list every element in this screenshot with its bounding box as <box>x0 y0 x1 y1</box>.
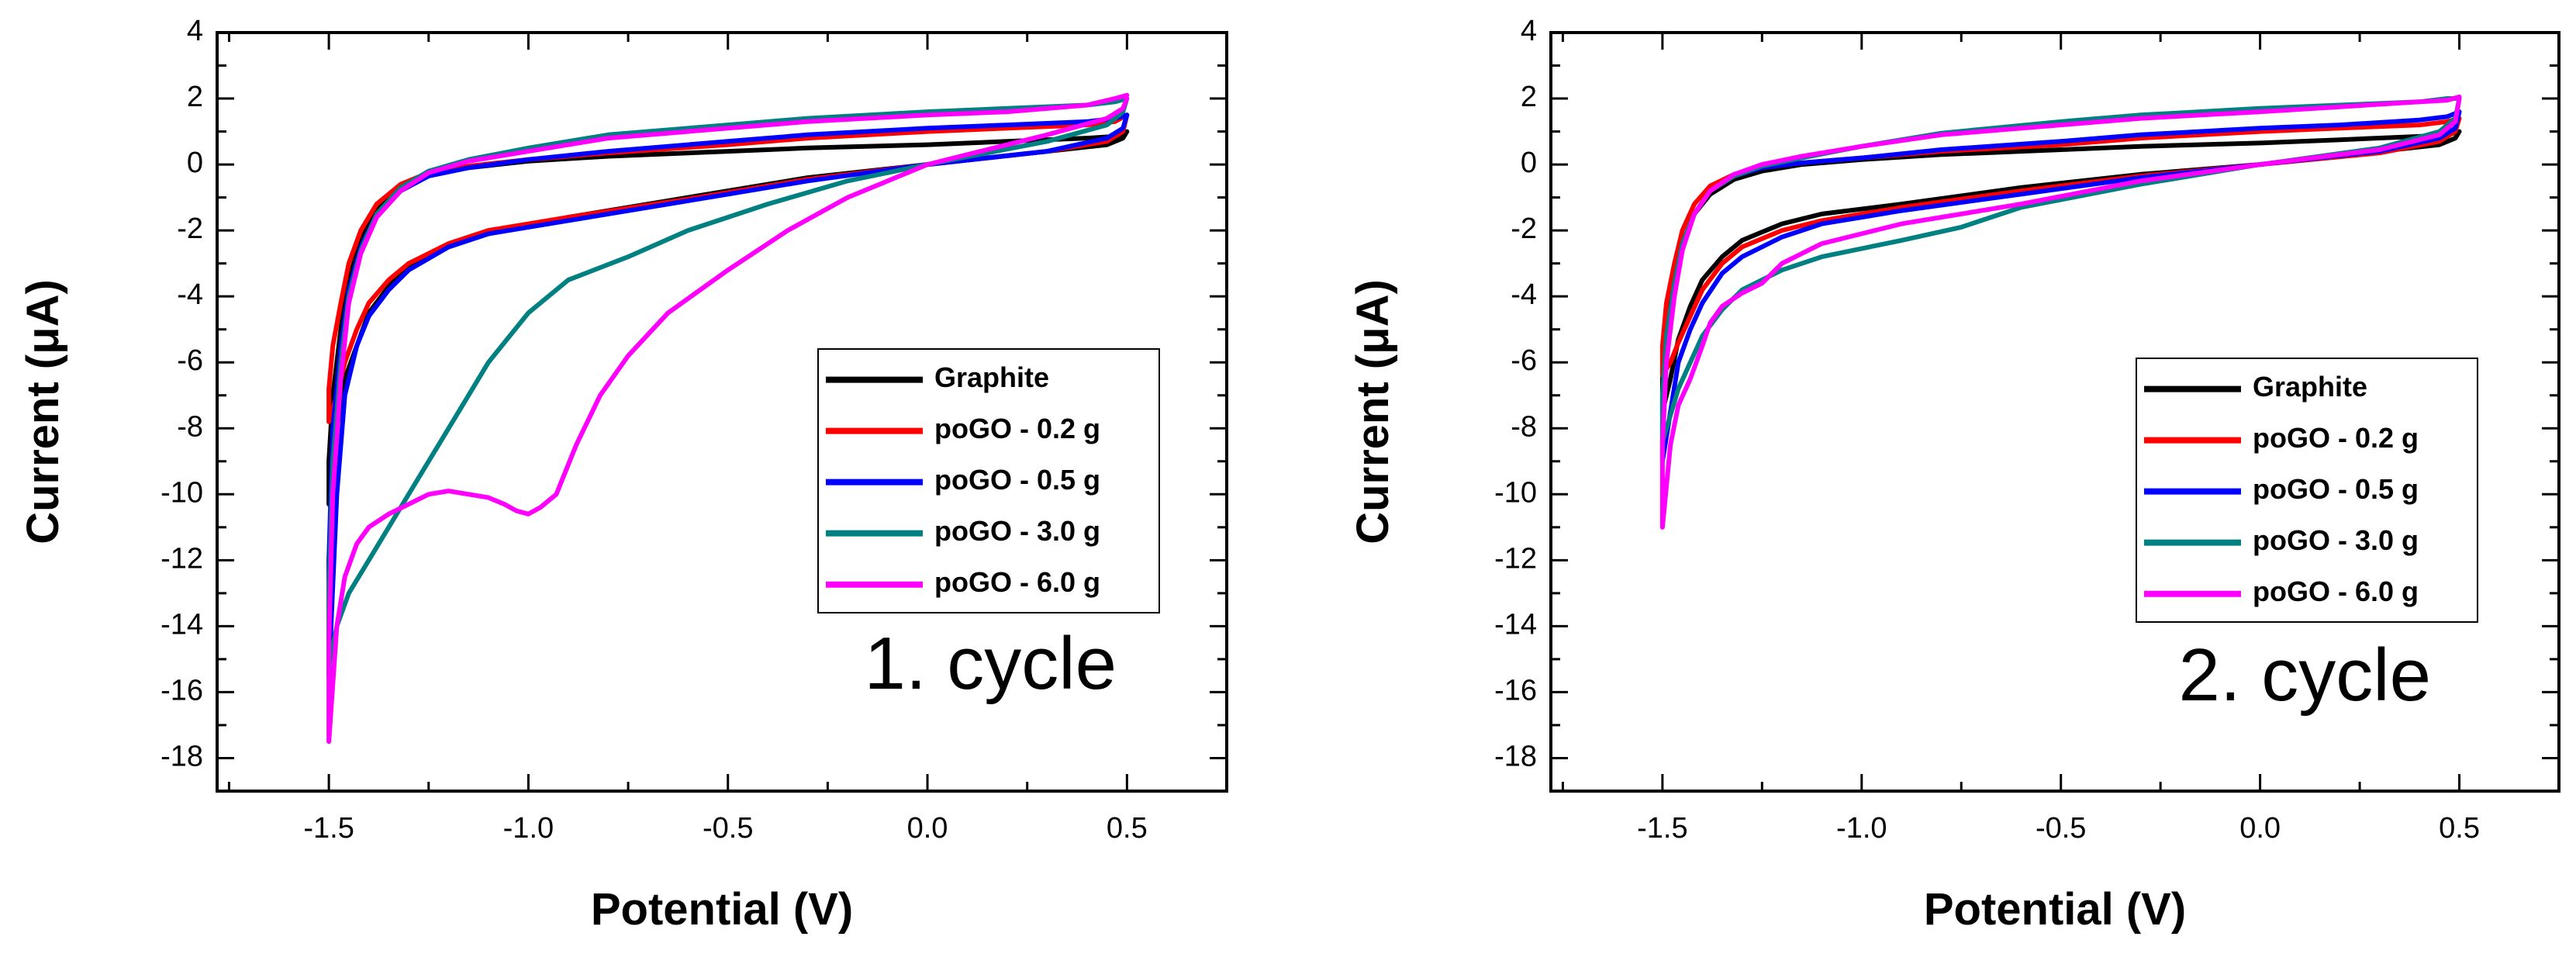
legend-label: poGO - 0.2 g <box>934 413 1100 444</box>
x-axis-title: Potential (V) <box>1924 884 2186 935</box>
x-tick-label: -1.5 <box>1637 812 1687 845</box>
y-tick-label: -16 <box>1494 674 1537 707</box>
y-axis-title: Current (μA) <box>1348 279 1398 544</box>
y-tick-label: -18 <box>161 741 203 773</box>
y-tick-label: -14 <box>161 608 203 641</box>
y-tick-label: 0 <box>1521 147 1537 179</box>
y-tick-label: -10 <box>161 476 203 509</box>
legend-label: poGO - 0.5 g <box>934 464 1100 496</box>
x-tick-label: -0.5 <box>2036 812 2086 845</box>
x-tick-label: 0.5 <box>2439 812 2480 845</box>
y-tick-label: -12 <box>161 542 203 575</box>
y-tick-label: -2 <box>1511 213 1537 245</box>
chart-panel-2: 4 2 0 -2 -4 -6 -8 -10 -12 -14 -16 -18 -1.5 -1.0 -0.5 0.… <box>1348 15 2560 935</box>
y-tick-label: -8 <box>177 410 203 443</box>
legend-label: poGO - 6.0 g <box>934 566 1100 598</box>
y-tick-label: -10 <box>1494 476 1537 509</box>
legend-label: poGO - 3.0 g <box>934 515 1100 547</box>
x-tick-label: 0.0 <box>2239 812 2281 845</box>
legend-label: poGO - 6.0 g <box>2253 575 2419 607</box>
legend-label: Graphite <box>2253 371 2367 403</box>
y-tick-label: -6 <box>1511 344 1537 377</box>
y-tick-label: 0 <box>187 147 203 179</box>
legend-label: poGO - 3.0 g <box>2253 524 2419 556</box>
y-tick-label: 2 <box>187 81 203 113</box>
legend-label: Graphite <box>934 361 1049 393</box>
series-line-pogo-6-0-g <box>1659 94 2462 530</box>
y-tick-label: -4 <box>177 278 203 311</box>
y-axis-title: Current (μA) <box>18 279 68 544</box>
x-tick-label: -0.5 <box>703 812 753 845</box>
plot-frame <box>216 31 1228 793</box>
y-tick-label: -12 <box>1494 542 1537 575</box>
cycle-annotation: 1. cycle <box>865 622 1117 705</box>
legend: Graphite poGO - 0.2 g poGO - 0.5 g poGO - 3… <box>817 348 1160 613</box>
y-tick-label: -2 <box>177 213 203 245</box>
chart-panel-1: 4 2 0 -2 -4 -6 -8 -10 -12 -14 -16 -18 -1.5 -1.0 -0.5 0.… <box>18 15 1228 935</box>
plot-frame <box>1549 31 2560 793</box>
y-tick-label: -16 <box>161 674 203 707</box>
y-tick-label: -4 <box>1511 278 1537 311</box>
legend-label: poGO - 0.5 g <box>2253 473 2419 505</box>
x-tick-label: -1.5 <box>303 812 354 845</box>
cycle-annotation: 2. cycle <box>2179 634 2431 717</box>
y-tick-label: -6 <box>177 344 203 377</box>
series-line-pogo-0-2-g <box>1659 116 2462 378</box>
x-tick-label: 0.0 <box>907 812 948 845</box>
legend-label: poGO - 0.2 g <box>2253 422 2419 454</box>
y-tick-label: -14 <box>1494 608 1537 641</box>
legend: Graphite poGO - 0.2 g poGO - 0.5 g poGO - 3… <box>2136 358 2478 623</box>
y-tick-label: 2 <box>1521 81 1537 113</box>
x-tick-label: 0.5 <box>1107 812 1148 845</box>
x-tick-label: -1.0 <box>503 812 554 845</box>
y-tick-label: -18 <box>1494 741 1537 773</box>
series-line-pogo-6-0-g <box>326 92 1130 745</box>
x-axis-title: Potential (V) <box>591 884 853 935</box>
y-tick-label: 4 <box>187 15 203 47</box>
y-tick-label: -8 <box>1511 410 1537 443</box>
x-tick-label: -1.0 <box>1836 812 1887 845</box>
y-tick-label: 4 <box>1521 15 1537 47</box>
